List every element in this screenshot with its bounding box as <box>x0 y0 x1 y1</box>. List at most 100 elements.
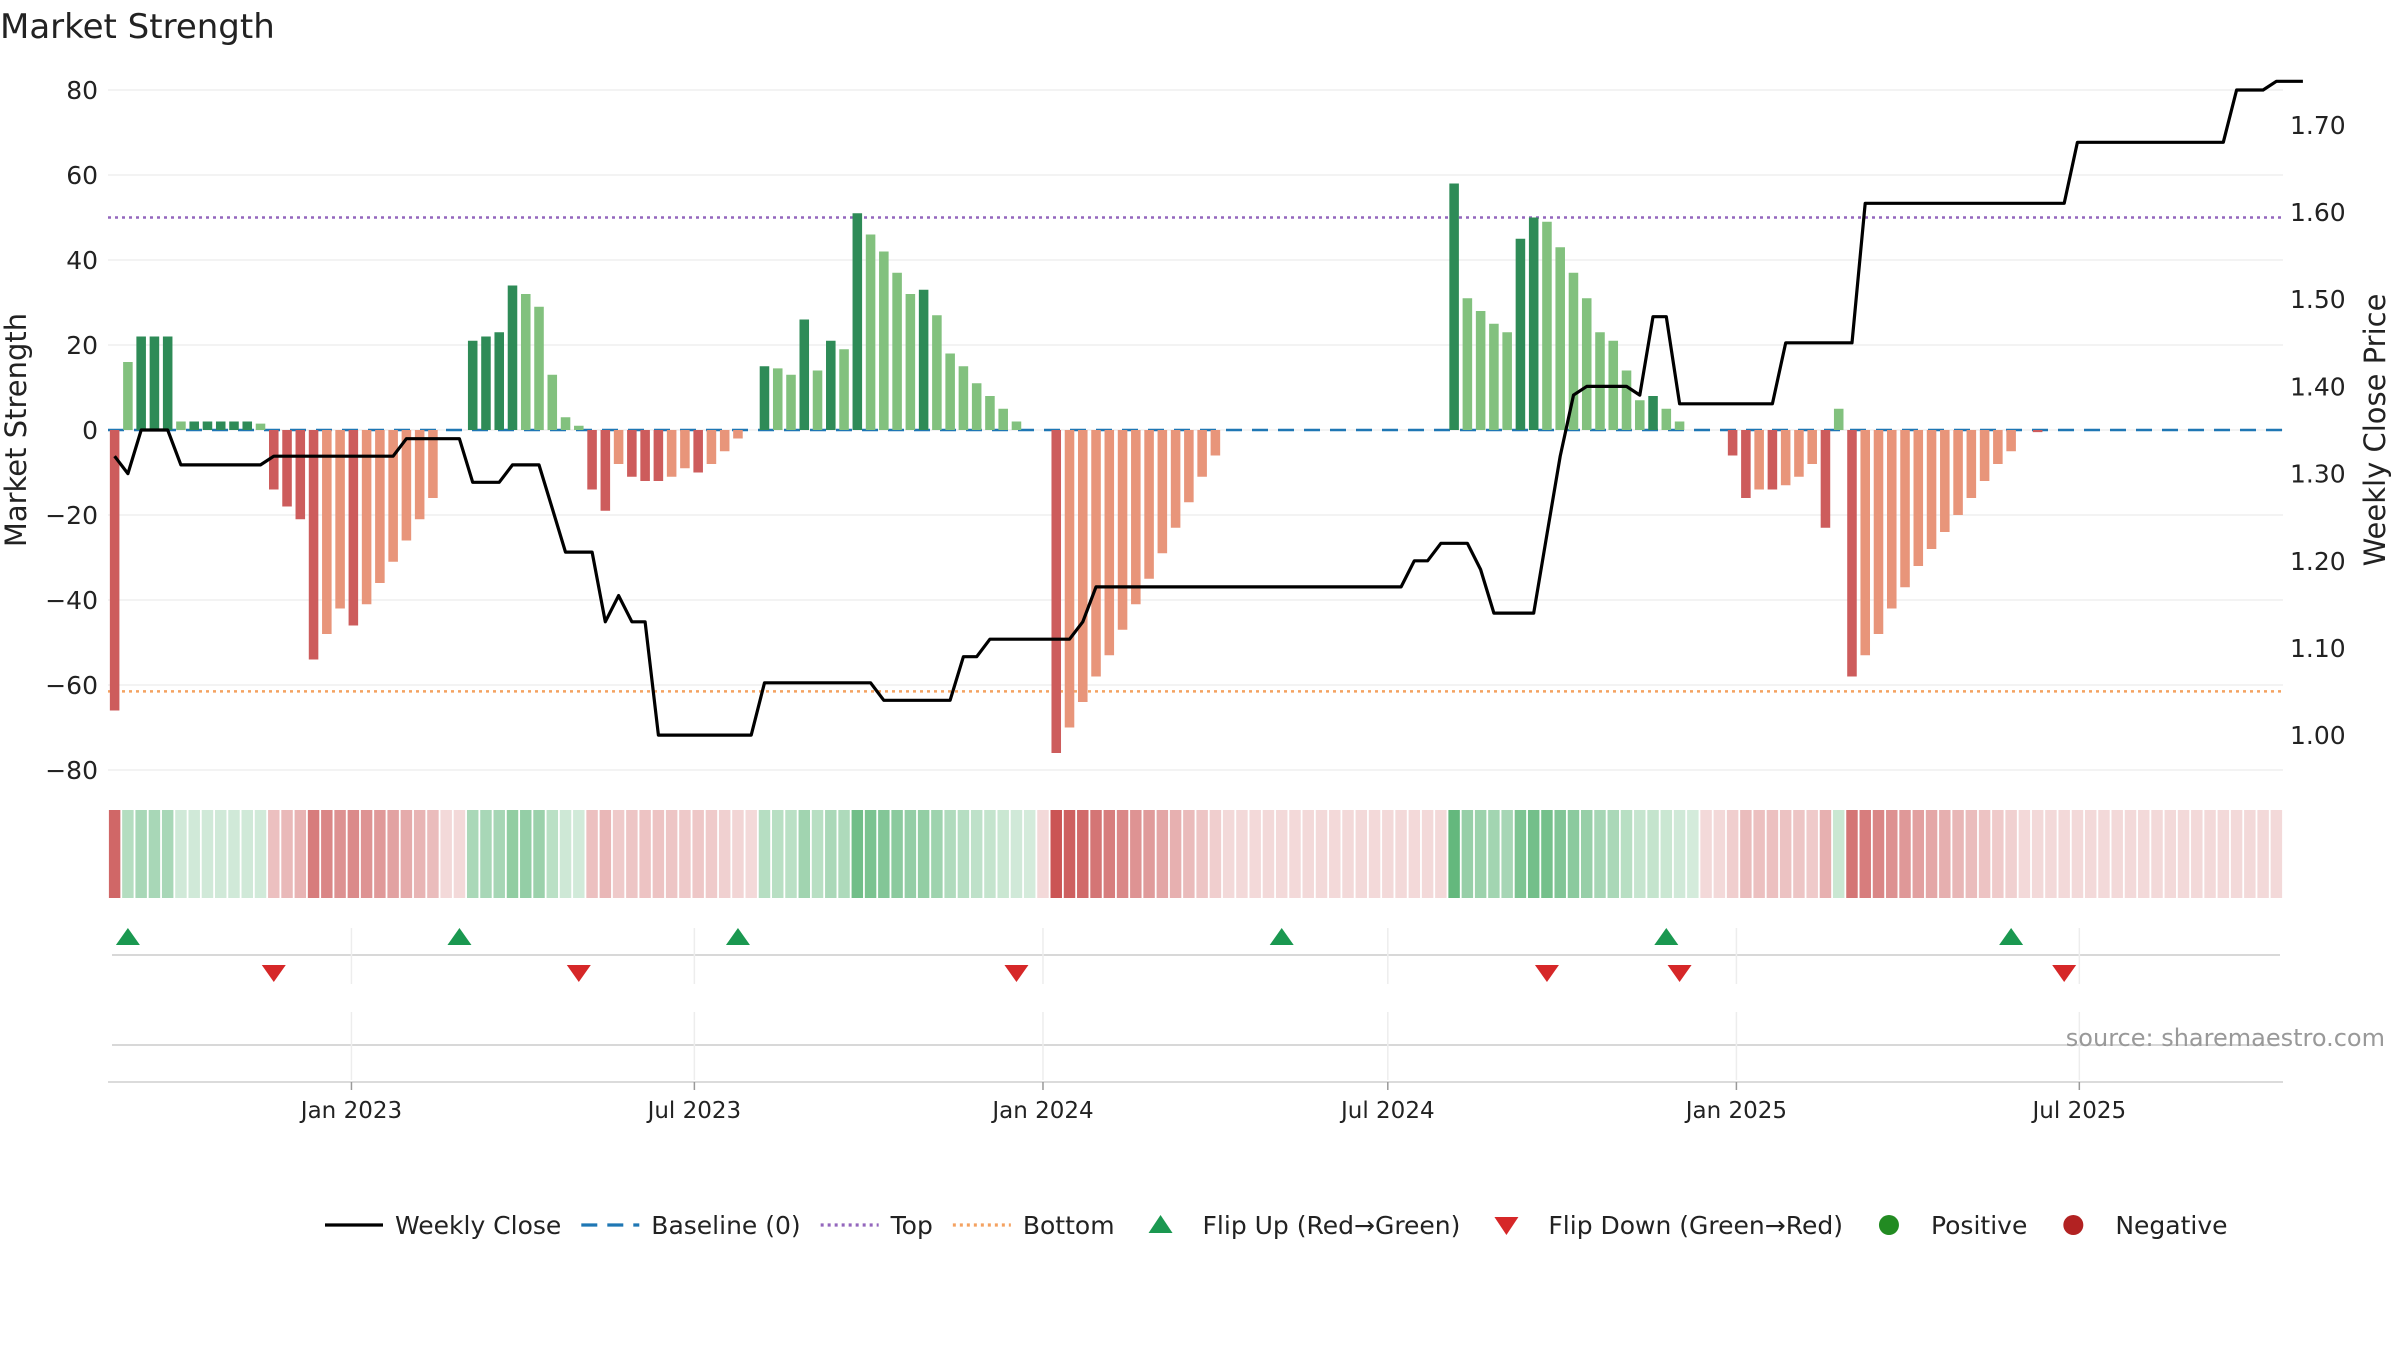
heat-cell <box>1448 810 1460 898</box>
flip-up-marker <box>447 928 472 945</box>
x-tick-label: Jan 2024 <box>990 1098 1093 1124</box>
strength-bar <box>1833 408 1844 430</box>
heat-cell <box>891 810 903 898</box>
strength-bar <box>799 319 810 430</box>
strength-bar <box>1621 370 1632 430</box>
heat-cell <box>1116 810 1129 898</box>
strength-bar <box>613 430 624 464</box>
legend-item: Bottom <box>952 1211 1115 1240</box>
heat-cell <box>997 810 1009 898</box>
legend-swatch <box>1878 1215 1899 1235</box>
heat-cell <box>1342 810 1354 898</box>
heat-cell <box>520 810 532 898</box>
heat-cell <box>1063 810 1076 898</box>
heat-cell <box>1766 810 1779 898</box>
strength-bar <box>1581 298 1592 430</box>
strength-bar <box>1595 332 1605 430</box>
flip-up-marker <box>1999 928 2024 945</box>
legend-label: Bottom <box>1023 1211 1115 1240</box>
strength-bar <box>1184 430 1194 503</box>
flip-down-marker <box>1534 965 1559 982</box>
strength-bar <box>1966 430 1977 498</box>
heat-cell <box>2018 810 2031 898</box>
reference-lines <box>108 216 2283 693</box>
heat-cell <box>1673 810 1686 898</box>
heat-cell <box>1050 810 1062 898</box>
heat-cell <box>148 810 161 898</box>
strength-bar <box>176 421 186 430</box>
strength-bar <box>1926 430 1937 549</box>
strength-bar <box>269 430 279 490</box>
right-tick-label: 1.40 <box>2290 372 2346 401</box>
heat-cell <box>2177 810 2190 898</box>
heat-cell <box>360 810 373 898</box>
heat-cell <box>957 810 970 898</box>
flip-down-marker <box>261 965 286 982</box>
heat-cell <box>705 810 718 898</box>
heat-cell <box>1435 810 1447 898</box>
left-tick-label: −60 <box>45 671 98 700</box>
heat-cell <box>785 810 797 898</box>
heat-cell <box>108 810 121 898</box>
right-tick-label: 1.50 <box>2290 285 2346 314</box>
heat-cell <box>679 810 691 898</box>
heat-cell <box>440 810 452 898</box>
heat-cell <box>1952 810 1964 898</box>
heat-cell <box>1660 810 1673 898</box>
strength-bar <box>640 430 650 481</box>
x-tick-label: Jul 2024 <box>1339 1098 1435 1124</box>
heat-cell <box>1819 810 1832 898</box>
strength-bar <box>308 430 319 660</box>
heat-cell <box>1939 810 1951 898</box>
heat-cell <box>1421 810 1434 898</box>
strength-bar <box>733 430 743 439</box>
strength-bar <box>1741 430 1751 498</box>
heat-cell <box>825 810 837 898</box>
right-tick-label: 1.30 <box>2290 460 2346 489</box>
heat-cell <box>612 810 625 898</box>
heat-cell <box>2204 810 2216 898</box>
heat-cell <box>480 810 492 898</box>
strength-bar <box>1886 430 1897 609</box>
strength-bar <box>547 374 558 430</box>
strength-bar <box>322 430 332 634</box>
heat-cell <box>970 810 983 898</box>
strength-bar <box>215 421 226 430</box>
heat-cell <box>2270 810 2283 898</box>
heat-cell <box>732 810 744 898</box>
heat-cell <box>692 810 704 898</box>
strength-bar <box>1064 430 1075 728</box>
heat-cell <box>1912 810 1925 898</box>
strength-bar <box>335 430 345 609</box>
x-tick-label: Jan 2025 <box>1684 1098 1787 1124</box>
strength-bar <box>879 251 889 430</box>
heat-cell <box>2124 810 2137 898</box>
strength-bar <box>1144 430 1154 579</box>
right-axis-label: Weekly Close Price <box>2358 294 2392 567</box>
heat-cell <box>1275 810 1288 898</box>
heat-cell <box>2058 810 2070 898</box>
strength-bar <box>1860 430 1871 656</box>
legend-label: Top <box>890 1211 933 1240</box>
weekly-close-line <box>113 79 2303 737</box>
weekly-close-series <box>113 79 2303 737</box>
heat-cell <box>2084 810 2097 898</box>
strength-bar <box>985 396 995 430</box>
legend-item: Positive <box>1878 1211 2027 1240</box>
strength-bar <box>826 340 836 430</box>
heat-cell <box>214 810 227 898</box>
heat-cell <box>2138 810 2150 898</box>
heat-cell <box>626 810 638 898</box>
heat-cell <box>1474 810 1487 898</box>
strength-bar <box>1940 430 1950 532</box>
heat-cell <box>1090 810 1102 898</box>
heat-cell <box>1859 810 1871 898</box>
strength-bar <box>388 430 398 562</box>
legend-item: Baseline (0) <box>581 1211 801 1240</box>
strength-bar <box>998 408 1008 430</box>
strength-bar <box>1555 247 1565 430</box>
strength-bar <box>1661 408 1672 430</box>
strength-bar <box>1847 430 1857 677</box>
strength-bar <box>1568 272 1579 430</box>
heat-cell <box>1846 810 1858 898</box>
